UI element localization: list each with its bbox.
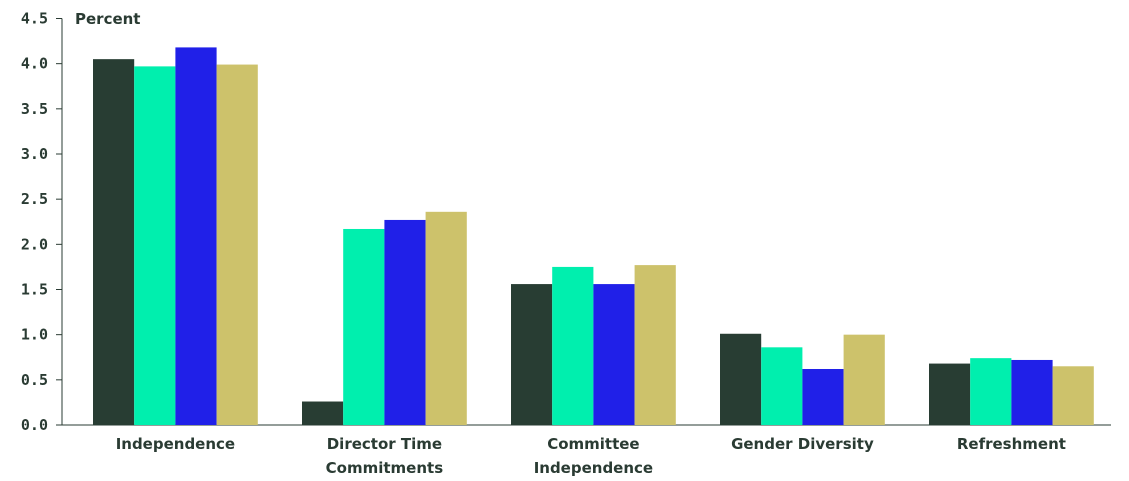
bar: [929, 363, 971, 425]
y-axis-unit-label: Percent: [75, 10, 140, 28]
y-tick-label: 2.5: [21, 190, 48, 208]
category-labels: Independence Director Time Commitments Comm…: [116, 435, 1066, 477]
bar: [552, 266, 594, 425]
bar: [634, 265, 676, 425]
bar: [843, 334, 885, 425]
bar: [720, 333, 762, 425]
bars: [93, 47, 1094, 426]
y-axis-ticks: 0.0 0.5 1.0 1.5 2.0 2.5 3.0 3.5 4.0 4.5: [21, 10, 62, 434]
y-tick-label: 0.0: [21, 416, 48, 434]
bar: [425, 211, 467, 425]
bar: [761, 347, 803, 425]
bar: [93, 59, 135, 426]
bar: [1011, 359, 1053, 425]
category-label: Independence: [116, 435, 235, 453]
category-label: Director Time: [327, 435, 442, 453]
bar: [302, 401, 344, 425]
bar: [175, 47, 217, 425]
bar: [216, 64, 258, 425]
category-label: Gender Diversity: [731, 435, 874, 453]
y-tick-label: 3.5: [21, 100, 48, 118]
bar: [384, 219, 426, 425]
bar: [511, 284, 553, 425]
y-tick-label: 3.0: [21, 145, 48, 163]
y-tick-label: 4.0: [21, 55, 48, 73]
y-tick-label: 1.0: [21, 326, 48, 344]
category-label: Commitments: [326, 459, 444, 477]
category-label: Refreshment: [957, 435, 1066, 453]
y-tick-label: 4.5: [21, 10, 48, 28]
y-tick-label: 0.5: [21, 371, 48, 389]
bar: [343, 228, 385, 425]
category-label: Committee: [547, 435, 639, 453]
y-tick-label: 1.5: [21, 281, 48, 299]
bar: [1052, 366, 1094, 425]
bar: [802, 368, 844, 425]
bar: [134, 66, 176, 426]
bar: [970, 358, 1012, 425]
bar: [593, 284, 635, 425]
category-label: Independence: [534, 459, 653, 477]
y-tick-label: 2.0: [21, 235, 48, 253]
